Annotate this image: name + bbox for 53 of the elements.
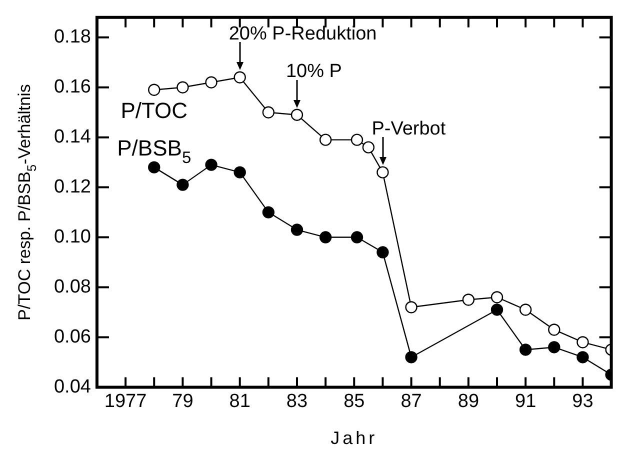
point xyxy=(362,141,375,154)
x-tick-label: 93 xyxy=(572,390,594,412)
y-tick-label: 0.16 xyxy=(54,76,91,98)
point xyxy=(376,246,389,258)
point xyxy=(319,134,332,146)
x-tick-label: 1977 xyxy=(104,390,147,412)
point xyxy=(319,231,332,244)
point xyxy=(290,224,304,236)
y-tick-label: 0.08 xyxy=(54,276,91,298)
point xyxy=(262,106,275,118)
point xyxy=(234,71,246,84)
x-tick-label: 83 xyxy=(286,390,308,412)
point xyxy=(350,134,364,146)
x-tick-label: 85 xyxy=(344,390,365,412)
annotation: P-Verbot xyxy=(372,118,446,140)
x-tick-label: 89 xyxy=(458,390,480,412)
x-tick-label: 79 xyxy=(172,390,194,412)
point xyxy=(262,206,275,218)
point xyxy=(176,178,189,191)
point xyxy=(576,336,589,348)
point xyxy=(405,301,418,314)
point xyxy=(148,84,160,96)
point xyxy=(576,351,589,364)
y-tick-label: 0.18 xyxy=(54,26,91,48)
point xyxy=(176,81,189,94)
annotation: 20% P-Reduktion xyxy=(228,23,377,44)
x-axis-title: Jahr xyxy=(330,428,378,448)
point xyxy=(148,161,160,174)
point xyxy=(490,291,504,304)
point xyxy=(205,76,218,88)
y-tick-label: 0.10 xyxy=(54,226,91,248)
point xyxy=(519,304,532,316)
x-tick-label: 91 xyxy=(515,390,536,412)
y-tick-label: 0.06 xyxy=(54,326,91,348)
point xyxy=(405,351,418,364)
y-tick-label: 0.04 xyxy=(54,376,92,398)
point xyxy=(205,158,218,171)
x-tick-label: 81 xyxy=(229,390,250,412)
y-tick-label: 0.12 xyxy=(54,176,91,198)
y-tick-label: 0.14 xyxy=(54,126,92,148)
series-label: P/TOC xyxy=(120,98,188,123)
point xyxy=(462,294,475,306)
point xyxy=(350,231,364,244)
annotation: 10% P xyxy=(286,60,342,82)
point xyxy=(290,108,304,121)
point xyxy=(548,341,560,354)
point xyxy=(490,304,504,316)
point xyxy=(234,166,246,178)
y-axis-title: P/TOC resp. P/BSB5-Verhältnis xyxy=(15,84,39,320)
point xyxy=(548,324,560,336)
point xyxy=(376,166,389,178)
x-tick-label: 87 xyxy=(400,390,422,412)
point xyxy=(519,344,532,356)
